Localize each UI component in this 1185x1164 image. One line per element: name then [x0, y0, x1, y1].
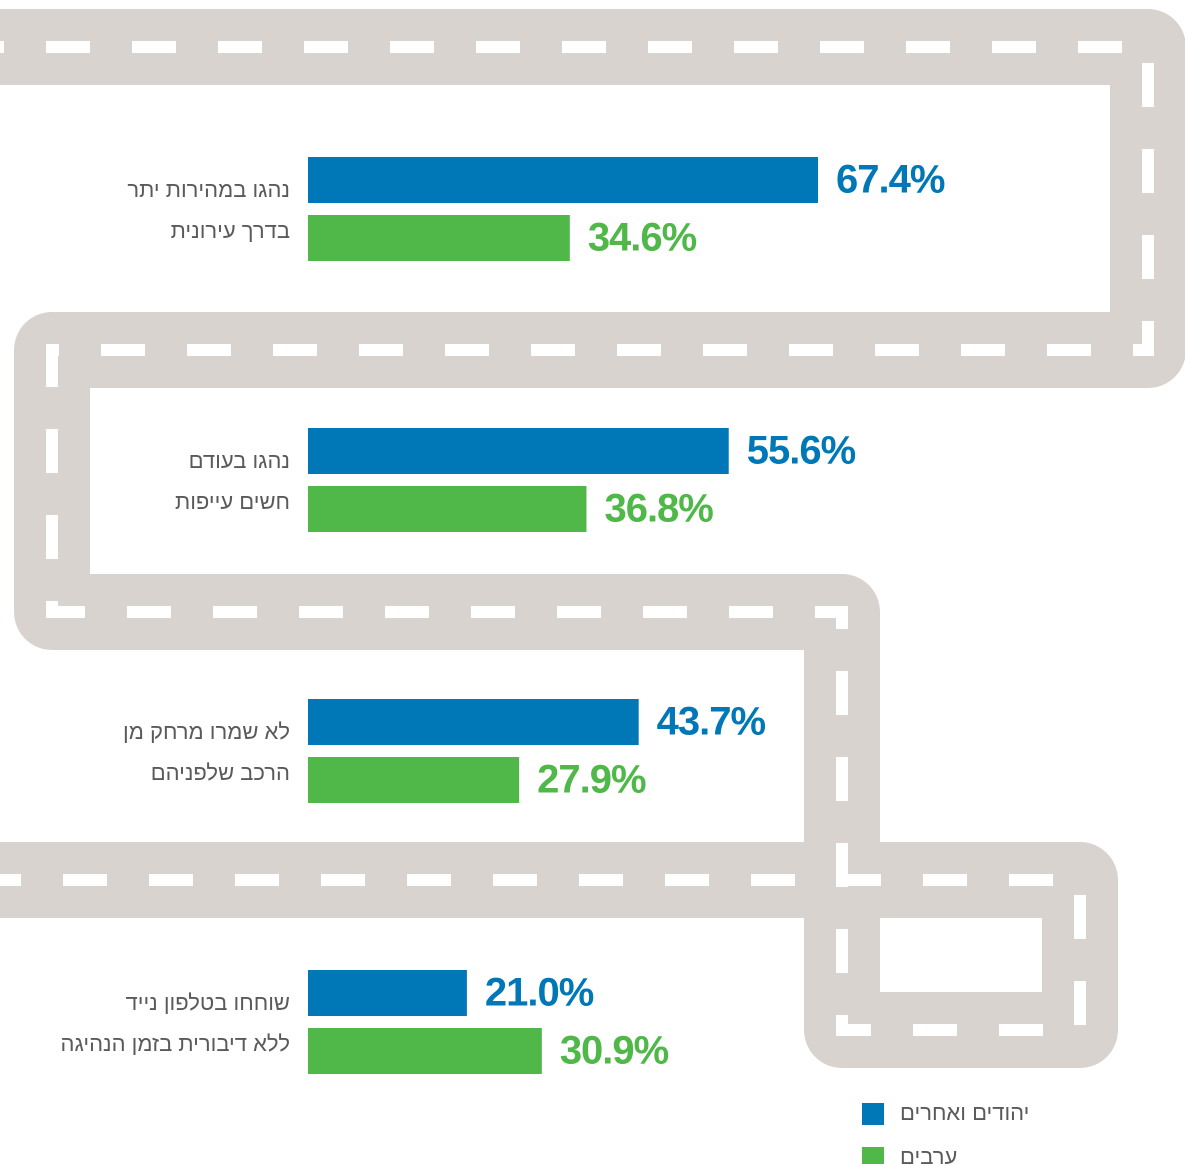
value-label: 67.4%	[836, 158, 945, 202]
plot: נהגו במהירות יתר בדרך עירונית 67.4% 34.6% נה…	[61, 157, 1029, 1164]
value-label: 55.6%	[747, 429, 856, 473]
value-label: 27.9%	[537, 758, 646, 802]
value-label: 21.0%	[485, 971, 594, 1015]
bar	[308, 970, 467, 1016]
value-label: 36.8%	[604, 487, 713, 531]
legend-swatch	[862, 1147, 884, 1164]
category-label: לא שמרו מרחק מן	[123, 719, 290, 744]
road	[0, 9, 1185, 1068]
bar	[308, 215, 570, 261]
bar	[308, 699, 639, 745]
value-label: 30.9%	[560, 1029, 669, 1073]
category-label: שוחחו בטלפון נייד	[126, 990, 290, 1015]
legend-swatch	[862, 1103, 884, 1125]
bar	[308, 157, 819, 203]
bar	[308, 428, 729, 474]
category-label: נהגו בעודם	[189, 448, 290, 473]
category-label: הרכב שלפניהם	[151, 760, 290, 785]
bar	[308, 486, 587, 532]
category-label: חשים עייפות	[175, 489, 290, 514]
legend-label: יהודים ואחרים	[900, 1100, 1029, 1125]
value-label: 43.7%	[657, 700, 766, 744]
value-label: 34.6%	[588, 216, 697, 260]
bar	[308, 1028, 542, 1074]
legend-label: ערבים	[900, 1144, 957, 1164]
bar	[308, 757, 520, 803]
category-label: ללא דיבורית בזמן הנהיגה	[61, 1031, 290, 1056]
category-label: נהגו במהירות יתר	[127, 177, 290, 202]
road-surface	[0, 9, 1185, 1068]
category-label: בדרך עירונית	[171, 218, 290, 243]
